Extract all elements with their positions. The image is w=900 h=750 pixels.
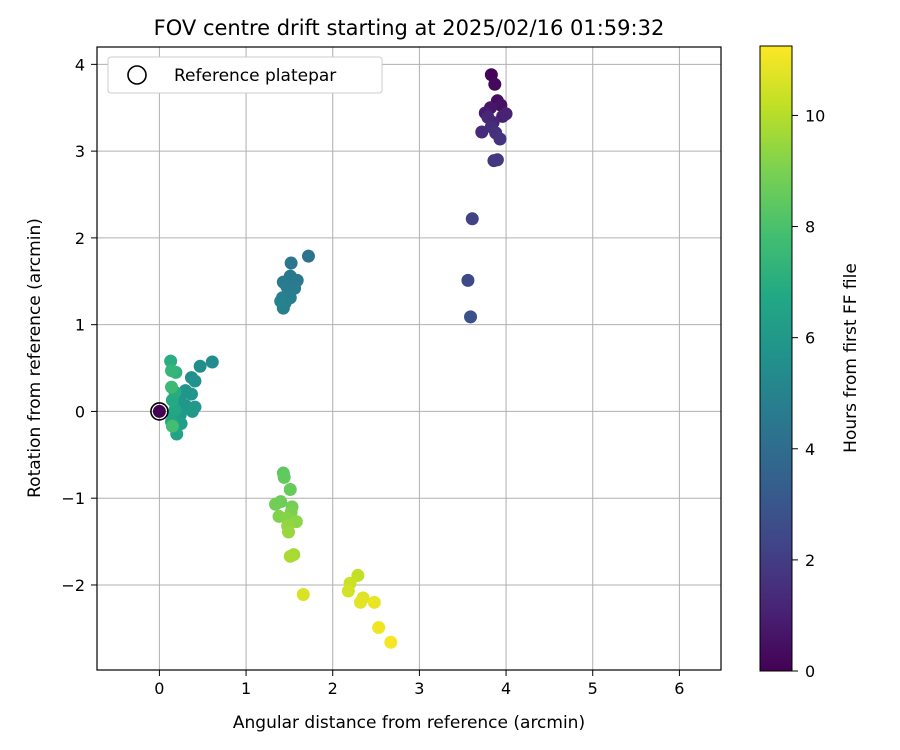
colorbar-tick-label: 8 (805, 218, 815, 237)
x-tick-label: 0 (154, 679, 164, 698)
grid-lines (97, 47, 721, 670)
data-point (280, 279, 294, 293)
colorbar-label: Hours from first FF file (841, 263, 861, 453)
y-tick-label: 2 (75, 229, 85, 248)
x-tick-label: 1 (241, 679, 251, 698)
data-point (165, 380, 179, 394)
colorbar-gradient (759, 45, 793, 672)
data-point (499, 107, 513, 121)
y-tick-label: 3 (75, 142, 85, 161)
data-point (188, 374, 202, 388)
data-point (205, 355, 219, 369)
y-tick-label: 1 (75, 316, 85, 335)
x-tick-label: 6 (674, 679, 684, 698)
data-point (372, 620, 386, 634)
data-point (301, 249, 315, 263)
data-point (296, 588, 310, 602)
data-point (475, 125, 489, 139)
plot-area (97, 47, 721, 670)
y-tick-label: −1 (61, 489, 85, 508)
data-point (341, 584, 355, 598)
colorbar-tick-label: 0 (805, 662, 815, 681)
legend-box (107, 56, 383, 94)
data-point (282, 525, 296, 539)
data-point (283, 549, 297, 563)
data-point (269, 497, 283, 511)
colorbar-ticks: 0 2 4 6 8 10 (792, 106, 825, 681)
legend: Reference platepar (107, 56, 383, 94)
x-tick-label: 2 (328, 679, 338, 698)
data-point (284, 256, 298, 270)
data-point (165, 364, 179, 378)
y-axis-label: Rotation from reference (arcmin) (25, 218, 45, 498)
data-point (193, 359, 207, 373)
x-axis-ticks: 0 1 2 3 4 5 6 (154, 670, 684, 698)
y-tick-label: −2 (61, 576, 85, 595)
colorbar-tick-label: 2 (805, 551, 815, 570)
chart-title: FOV centre drift starting at 2025/02/16 … (154, 16, 665, 40)
data-point (465, 212, 479, 226)
reference-data-point (152, 404, 166, 418)
data-point (164, 354, 178, 368)
colorbar-tick-label: 6 (805, 329, 815, 348)
x-tick-label: 4 (501, 679, 511, 698)
data-point (488, 77, 502, 91)
data-point (277, 470, 291, 484)
y-tick-label: 0 (75, 402, 85, 421)
reference-platepar-marker (150, 402, 169, 421)
colorbar-tick-label: 10 (805, 106, 825, 125)
x-axis-label: Angular distance from reference (arcmin) (233, 713, 585, 733)
x-tick-label: 3 (414, 679, 424, 698)
data-point (367, 595, 381, 609)
data-point (461, 273, 475, 287)
data-point (353, 595, 367, 609)
colorbar-tick-label: 4 (805, 440, 815, 459)
data-point (185, 404, 199, 418)
y-tick-label: 4 (75, 55, 85, 74)
data-point (384, 635, 398, 649)
data-point (490, 153, 504, 167)
legend-entry-reference: Reference platepar (174, 66, 336, 86)
data-point (184, 387, 198, 401)
plot-frame (96, 46, 722, 671)
data-point (464, 310, 478, 324)
x-tick-label: 5 (588, 679, 598, 698)
legend-marker-icon (127, 65, 147, 85)
y-axis-ticks: −2 −1 0 1 2 3 4 (61, 55, 97, 595)
data-point (274, 294, 288, 308)
data-point (493, 132, 507, 146)
data-point (165, 419, 179, 433)
data-point (283, 483, 297, 497)
colorbar: 0 2 4 6 8 10 Hours from first FF file (759, 45, 861, 681)
data-points (152, 68, 513, 649)
